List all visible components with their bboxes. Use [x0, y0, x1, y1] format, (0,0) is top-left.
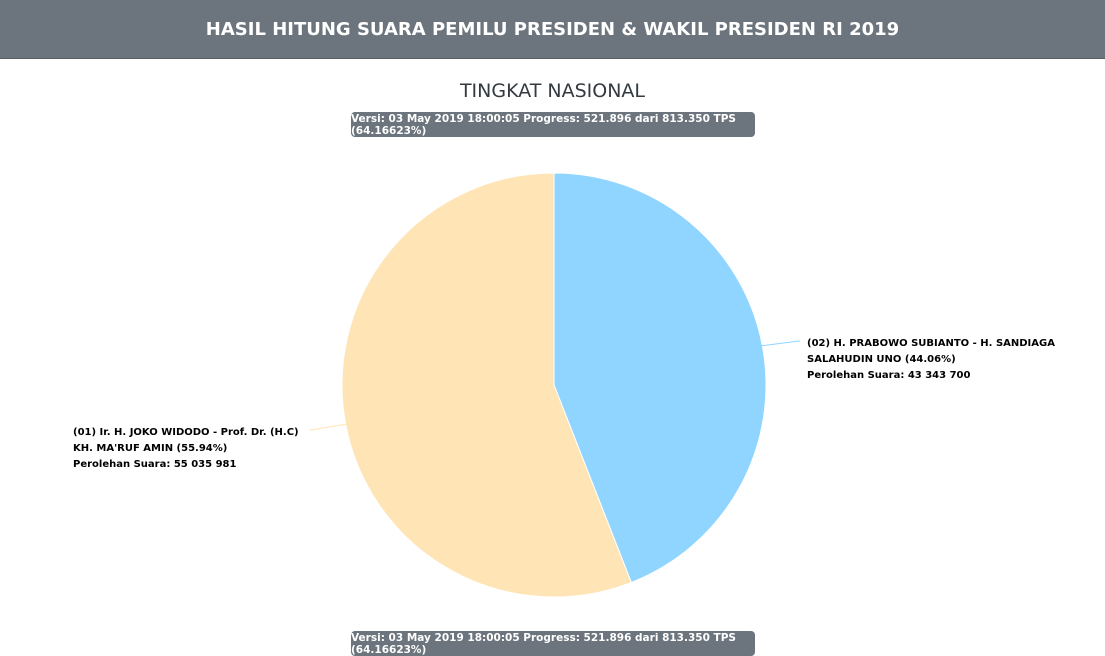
slice-connector-1: [761, 340, 801, 347]
slice-connector-2: [309, 423, 347, 431]
slice-label-2-line-1: (01) Ir. H. JOKO WIDODO - Prof. Dr. (H.C…: [73, 427, 299, 438]
page-header: HASIL HITUNG SUARA PEMILU PRESIDEN & WAK…: [0, 0, 1105, 59]
slice-label-2-line-2: KH. MA'RUF AMIN (55.94%): [73, 443, 227, 454]
slice-label-2-line-3: Perolehan Suara: 55 035 981: [73, 459, 236, 470]
slice-label-1-line-2: SALAHUDIN UNO (44.06%): [807, 354, 956, 365]
slice-label-1-line-1: (02) H. PRABOWO SUBIANTO - H. SANDIAGA: [807, 338, 1055, 349]
version-badge-top: Versi: 03 May 2019 18:00:05 Progress: 52…: [351, 112, 755, 137]
slice-label-1-line-3: Perolehan Suara: 43 343 700: [807, 370, 970, 381]
chart-title: TINGKAT NASIONAL: [459, 80, 646, 102]
version-badge-bottom: Versi: 03 May 2019 18:00:05 Progress: 52…: [351, 631, 755, 656]
